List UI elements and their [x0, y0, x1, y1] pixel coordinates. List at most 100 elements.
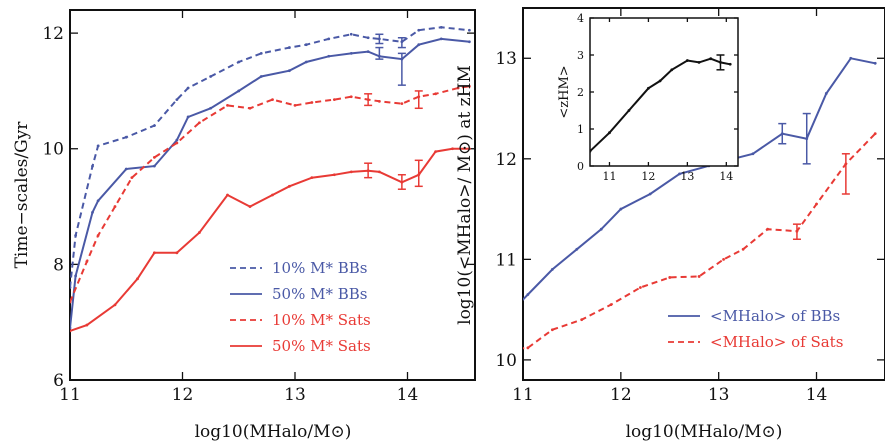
- inset-background: [590, 18, 738, 166]
- series-point: [722, 257, 725, 261]
- series-point: [175, 138, 179, 142]
- series-point: [304, 43, 308, 47]
- series-point: [175, 98, 179, 102]
- series-point: [287, 69, 291, 73]
- y-tick-label: 10: [42, 140, 64, 160]
- series-point: [96, 234, 100, 237]
- y-tick-label: 4: [577, 12, 584, 25]
- series-point: [175, 141, 179, 145]
- x-tick-label: 14: [806, 385, 828, 405]
- series-point: [287, 46, 291, 49]
- series-point: [658, 79, 662, 83]
- series-point: [332, 98, 336, 102]
- series-line-0: [523, 57, 876, 301]
- series-point: [332, 173, 336, 177]
- series-point: [873, 61, 877, 65]
- series-point: [678, 172, 681, 176]
- series-point: [467, 147, 471, 151]
- series-point: [152, 251, 156, 255]
- series-line-1: [70, 37, 470, 329]
- y-tick-label: 8: [53, 255, 64, 275]
- series-point: [550, 328, 554, 332]
- series-point: [293, 103, 297, 107]
- series-point: [590, 149, 592, 153]
- right-series: [507, 56, 877, 350]
- series-point: [366, 50, 370, 54]
- series-point: [377, 170, 381, 174]
- legend-label: <MHalo> of Sats: [710, 333, 843, 351]
- x-tick-label: 14: [719, 170, 733, 183]
- y-tick-label: 2: [577, 86, 584, 99]
- series-point: [96, 144, 100, 148]
- series-point: [668, 276, 672, 279]
- y-tick-label: 10: [495, 351, 517, 371]
- series-point: [91, 164, 94, 168]
- series-point: [366, 36, 370, 40]
- series-point: [70, 300, 72, 304]
- x-tick-label: 13: [708, 385, 730, 405]
- series-point: [74, 234, 78, 237]
- series-point: [259, 51, 263, 55]
- x-tick-label: 12: [172, 385, 194, 405]
- series-point: [310, 101, 314, 104]
- y-tick-label: 1: [577, 123, 584, 136]
- series-point: [709, 57, 713, 61]
- left-x-axis-title: log10(MHalo/M⊙): [195, 422, 352, 442]
- legend-label: 10% M* BBs: [272, 259, 367, 277]
- series-point: [152, 164, 156, 168]
- series-point: [434, 92, 438, 96]
- series-point: [130, 176, 134, 180]
- series-line-0: [70, 26, 470, 288]
- series-point: [226, 103, 229, 107]
- y-tick-label: 13: [495, 49, 517, 69]
- series-point: [197, 231, 201, 234]
- series-point: [349, 95, 353, 99]
- series-point: [766, 227, 769, 231]
- series-point: [608, 131, 611, 135]
- left-legend: 10% M* BBs 50% M* BBs 10% M* Sats 50% M* Sa…: [230, 259, 371, 355]
- right-legend: <MHalo> of BBs <MHalo> of Sats: [668, 307, 843, 351]
- series-point: [580, 318, 584, 322]
- series-point: [226, 193, 229, 197]
- series-point: [70, 286, 72, 289]
- series-point: [451, 147, 454, 151]
- legend-label: 50% M* Sats: [272, 337, 371, 355]
- series-point: [619, 207, 623, 211]
- series-point: [741, 247, 745, 251]
- series-point: [70, 326, 72, 330]
- y-tick-label: 12: [42, 24, 64, 44]
- series-point: [209, 75, 213, 78]
- series-line-2: [70, 85, 470, 303]
- series-point: [507, 313, 510, 316]
- series-point: [85, 260, 89, 263]
- series-point: [377, 99, 381, 103]
- right-plot-frame: [522, 7, 885, 381]
- series-point: [417, 28, 421, 32]
- series-point: [648, 192, 652, 196]
- x-tick-label: 11: [512, 385, 534, 405]
- series-point: [259, 75, 263, 78]
- series-point: [248, 106, 252, 110]
- left-y-axis-title: Time−scales/Gyr: [12, 121, 32, 269]
- series-point: [599, 227, 603, 231]
- series-point: [456, 86, 460, 90]
- left-plot-frame: [69, 9, 476, 381]
- series-point: [136, 277, 139, 281]
- series-point: [647, 86, 650, 90]
- inset-y-axis-title: <zHM>: [557, 65, 572, 118]
- series-line-3: [70, 147, 470, 332]
- series-point: [91, 210, 94, 214]
- series-point: [327, 54, 331, 58]
- series-point: [815, 202, 818, 206]
- series-point: [124, 167, 128, 171]
- series-point: [467, 28, 471, 32]
- series-point: [248, 205, 252, 208]
- series-point: [400, 102, 404, 106]
- series-point: [327, 37, 331, 41]
- series-point: [74, 274, 78, 278]
- series-point: [70, 329, 72, 333]
- x-tick-label: 12: [610, 385, 632, 405]
- series-point: [467, 40, 471, 44]
